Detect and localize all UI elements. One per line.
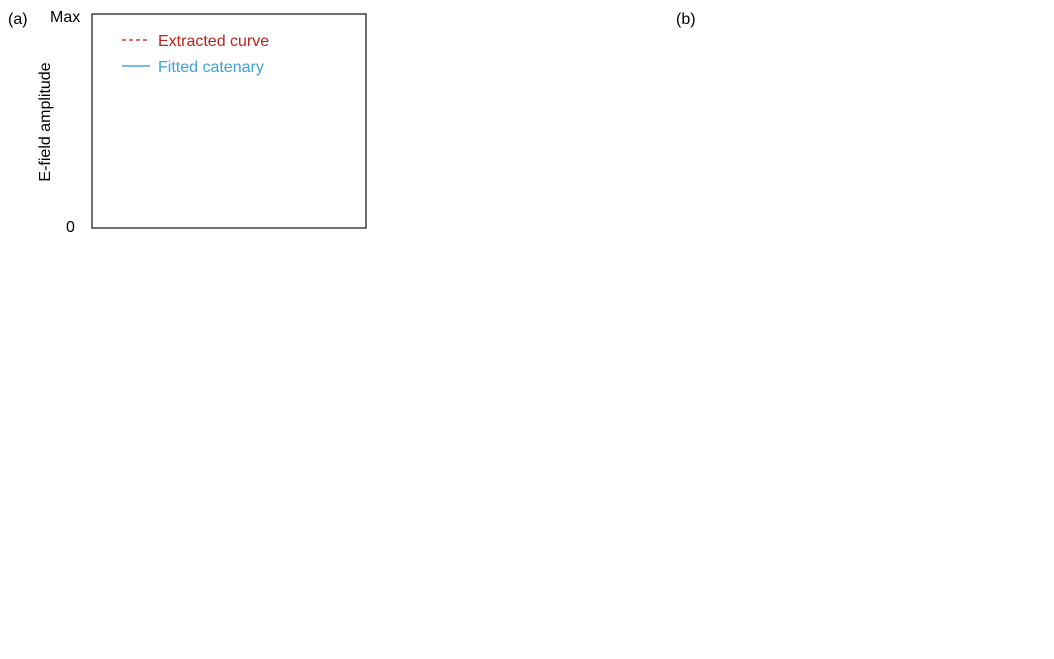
panel-b: (b): [676, 11, 696, 28]
panel-a: (a) Max 0 E-field amplitude Extracted cu…: [8, 9, 367, 236]
panel-tag: (a): [8, 11, 28, 28]
plot-frame: [91, 13, 367, 229]
legend-extracted-label: Extracted curve: [158, 33, 269, 50]
legend: Extracted curve Fitted catenary: [122, 33, 269, 76]
legend-fitted-label: Fitted catenary: [158, 59, 264, 76]
y-zero-label: 0: [66, 219, 75, 236]
y-max-label: Max: [50, 9, 80, 26]
panel-tag: (b): [676, 11, 696, 28]
y-axis-label: E-field amplitude: [37, 62, 54, 181]
